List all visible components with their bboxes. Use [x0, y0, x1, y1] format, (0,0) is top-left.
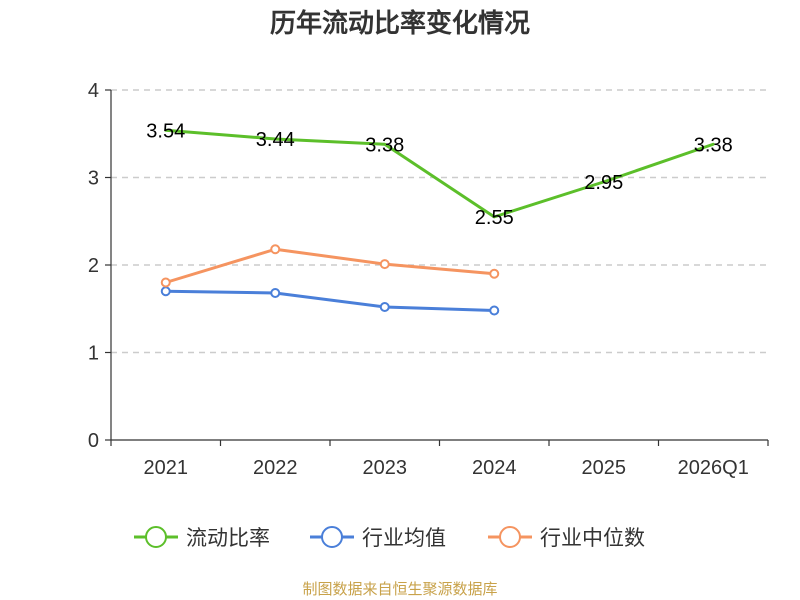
data-point: [379, 259, 390, 270]
data-label: 3.38: [694, 134, 733, 156]
data-point: [160, 286, 171, 297]
legend-marker-icon: [499, 526, 521, 548]
legend-item: 行业均值: [310, 526, 446, 550]
x-tick-label: 2026Q1: [678, 457, 749, 479]
x-tick-label: 2025: [582, 457, 627, 479]
axes: 0 1 2 3 4 2021 2022 2023 2024 2025 2026Q1: [88, 80, 769, 479]
source-note: 制图数据来自恒生聚源数据库: [302, 580, 497, 598]
legend-label: 流动比率: [186, 526, 270, 550]
data-point: [160, 277, 171, 288]
data-label: 2.55: [475, 207, 514, 229]
data-labels: 3.54 3.44 3.38 2.55 2.95 3.38: [146, 120, 732, 229]
x-tick-label: 2021: [144, 457, 189, 479]
x-tick-label: 2022: [253, 457, 298, 479]
data-label: 3.44: [256, 129, 295, 151]
legend-label: 行业中位数: [540, 526, 645, 550]
data-point: [489, 305, 500, 316]
data-point: [270, 288, 281, 298]
y-tick-label: 0: [88, 430, 99, 452]
series-2: [160, 244, 500, 288]
legend-item: 行业中位数: [488, 526, 645, 550]
legend-label: 行业均值: [362, 526, 446, 550]
series-1: [160, 286, 500, 316]
series-line: [164, 289, 496, 312]
y-tick-label: 3: [88, 168, 99, 190]
series-0: [164, 128, 715, 219]
y-tick-label: 1: [88, 343, 99, 365]
data-point: [270, 244, 281, 255]
series-layer: [160, 128, 715, 316]
data-point: [489, 268, 500, 279]
data-point: [379, 302, 390, 312]
chart-title: 历年流动比率变化情况: [270, 8, 530, 39]
data-label: 3.38: [365, 134, 404, 156]
data-label: 3.54: [146, 120, 185, 142]
legend-item: 流动比率: [134, 526, 270, 550]
legend-marker-icon: [145, 526, 167, 548]
y-tick-label: 4: [88, 80, 99, 102]
x-tick-label: 2023: [363, 457, 408, 479]
series-line: [164, 128, 715, 219]
gridlines: [111, 89, 768, 354]
x-tick-label: 2024: [472, 457, 517, 479]
y-tick-label: 2: [88, 255, 99, 277]
legend: 流动比率 行业均值 行业中位数: [134, 526, 645, 550]
data-label: 2.95: [584, 172, 623, 194]
legend-marker-icon: [321, 526, 343, 548]
series-line: [164, 247, 496, 284]
